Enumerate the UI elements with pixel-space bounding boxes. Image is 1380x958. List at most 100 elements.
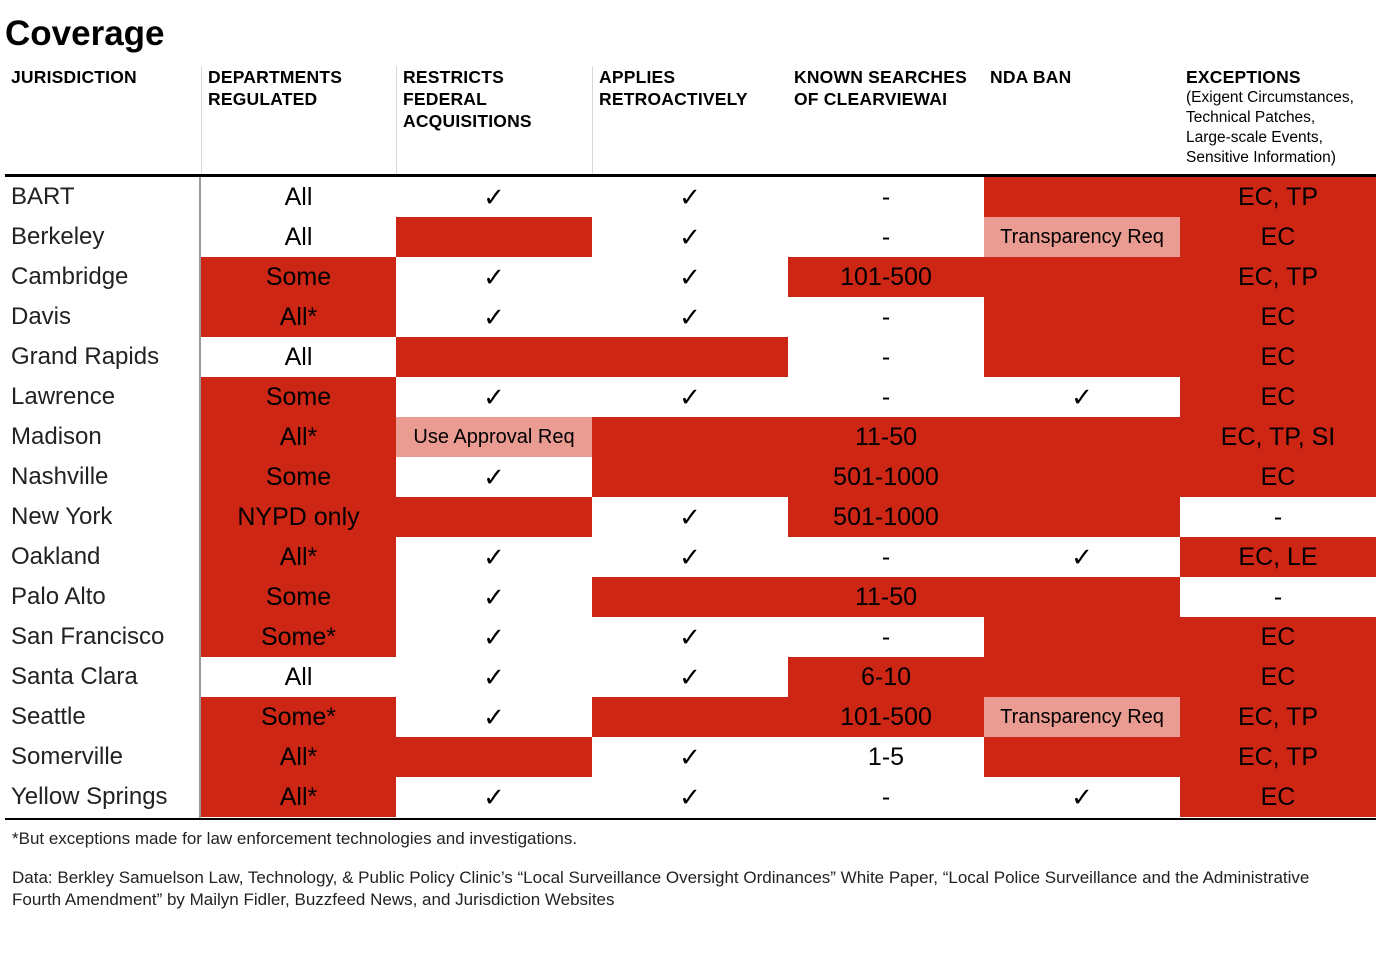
cell-exceptions: EC: [1180, 377, 1376, 417]
cell-value: Transparency Req: [1000, 705, 1164, 728]
page-title: Coverage: [5, 14, 165, 53]
cell-value: All: [284, 182, 313, 211]
cell-jurisdiction: Santa Clara: [11, 663, 138, 690]
cell-value: Transparency Req: [1000, 225, 1164, 248]
cell-exceptions: EC, TP: [1180, 737, 1376, 777]
cell-value: -: [881, 222, 891, 251]
cell-value: EC, TP: [1237, 742, 1319, 771]
header-line: EXCEPTIONS: [1186, 67, 1301, 87]
cell-value: 501-1000: [833, 462, 939, 491]
cell-exceptions: EC: [1180, 657, 1376, 697]
header-line: KNOWN SEARCHES: [794, 67, 967, 87]
cell-value: EC: [1260, 382, 1296, 411]
cell-applies-retroactively: [592, 697, 788, 737]
cell-value: All*: [279, 742, 318, 771]
cell-jurisdiction: Palo Alto: [11, 583, 106, 610]
checkmark-icon: ✓: [679, 621, 701, 652]
cell-value: EC: [1260, 622, 1296, 651]
cell-departments-regulated: All*: [201, 537, 396, 577]
cell-known-searches: 11-50: [788, 577, 984, 617]
cell-value: EC: [1260, 662, 1296, 691]
cell-known-searches: 101-500: [788, 697, 984, 737]
header-known-searches: KNOWN SEARCHES OF CLEARVIEWAI: [788, 66, 984, 174]
cell-nda-ban: ✓: [984, 537, 1180, 577]
cell-value: All*: [279, 542, 318, 571]
cell-jurisdiction: Madison: [11, 423, 102, 450]
cell-restricts-federal-acquisitions: ✓: [396, 577, 592, 617]
cell-known-searches: 11-50: [788, 417, 984, 457]
cell-applies-retroactively: ✓: [592, 497, 788, 537]
checkmark-icon: ✓: [483, 701, 505, 732]
cell-value: 11-50: [854, 582, 918, 611]
checkmark-icon: ✓: [483, 461, 505, 492]
cell-value: 101-500: [840, 702, 932, 731]
cell-restricts-federal-acquisitions: ✓: [396, 697, 592, 737]
cell-nda-ban: [984, 577, 1180, 617]
cell-value: Some: [265, 382, 332, 411]
checkmark-icon: ✓: [1071, 781, 1093, 812]
cell-applies-retroactively: ✓: [592, 737, 788, 777]
cell-known-searches: 501-1000: [788, 497, 984, 537]
cell-applies-retroactively: [592, 417, 788, 457]
cell-applies-retroactively: ✓: [592, 377, 788, 417]
cell-restricts-federal-acquisitions: [396, 337, 592, 377]
cell-value: NYPD only: [237, 502, 360, 531]
checkmark-icon: ✓: [483, 381, 505, 412]
cell-known-searches: -: [788, 377, 984, 417]
cell-value: EC: [1260, 302, 1296, 331]
header-subline: Large-scale Events,: [1186, 129, 1323, 146]
checkmark-icon: ✓: [679, 381, 701, 412]
cell-restricts-federal-acquisitions: ✓: [396, 657, 592, 697]
cell-exceptions: EC, TP: [1180, 177, 1376, 217]
cell-value: -: [881, 182, 891, 211]
header-line: FEDERAL: [403, 89, 488, 109]
cell-restricts-federal-acquisitions: ✓: [396, 377, 592, 417]
cell-value: EC: [1260, 222, 1296, 251]
cell-value: 101-500: [840, 262, 932, 291]
table-row: BART All ✓ ✓ - EC, TP: [5, 177, 1376, 217]
header-applies-retroactively: APPLIES RETROACTIVELY: [592, 66, 788, 174]
header-subline: Sensitive Information): [1186, 149, 1336, 166]
table-row: Berkeley All ✓ - Transparency Req EC: [5, 217, 1376, 257]
cell-departments-regulated: Some: [201, 377, 396, 417]
table-row: Lawrence Some ✓ ✓ - ✓ EC: [5, 377, 1376, 417]
cell-exceptions: EC, TP: [1180, 697, 1376, 737]
cell-applies-retroactively: ✓: [592, 537, 788, 577]
cell-value: -: [881, 782, 891, 811]
cell-restricts-federal-acquisitions: Use Approval Req: [396, 417, 592, 457]
cell-departments-regulated: All*: [201, 417, 396, 457]
cell-exceptions: EC: [1180, 617, 1376, 657]
cell-nda-ban: [984, 457, 1180, 497]
checkmark-icon: ✓: [483, 301, 505, 332]
cell-jurisdiction: New York: [11, 503, 113, 530]
cell-restricts-federal-acquisitions: ✓: [396, 537, 592, 577]
cell-value: -: [1273, 502, 1283, 531]
checkmark-icon: ✓: [679, 741, 701, 772]
checkmark-icon: ✓: [483, 261, 505, 292]
cell-nda-ban: ✓: [984, 777, 1180, 817]
cell-value: EC, TP, SI: [1220, 422, 1336, 451]
cell-exceptions: EC, LE: [1180, 537, 1376, 577]
cell-known-searches: -: [788, 617, 984, 657]
cell-value: EC: [1260, 782, 1296, 811]
table-row: Somerville All* ✓ 1-5 EC, TP: [5, 737, 1376, 777]
cell-value: EC, TP: [1237, 182, 1319, 211]
cell-jurisdiction: Somerville: [11, 743, 124, 770]
jurisdiction-column-border: [199, 177, 201, 818]
cell-known-searches: -: [788, 177, 984, 217]
cell-nda-ban: [984, 337, 1180, 377]
checkmark-icon: ✓: [679, 261, 701, 292]
header-subline: (Exigent Circumstances,: [1186, 89, 1354, 106]
cell-departments-regulated: Some: [201, 577, 396, 617]
source-note: Data: Berkley Samuelson Law, Technology,…: [12, 868, 1310, 909]
cell-known-searches: 1-5: [788, 737, 984, 777]
cell-known-searches: 6-10: [788, 657, 984, 697]
cell-departments-regulated: All: [201, 657, 396, 697]
cell-exceptions: EC: [1180, 337, 1376, 377]
cell-value: Some*: [260, 622, 337, 651]
cell-value: Some: [265, 462, 332, 491]
cell-jurisdiction: Yellow Springs: [11, 783, 168, 810]
cell-applies-retroactively: [592, 577, 788, 617]
cell-exceptions: EC, TP: [1180, 257, 1376, 297]
cell-applies-retroactively: ✓: [592, 217, 788, 257]
